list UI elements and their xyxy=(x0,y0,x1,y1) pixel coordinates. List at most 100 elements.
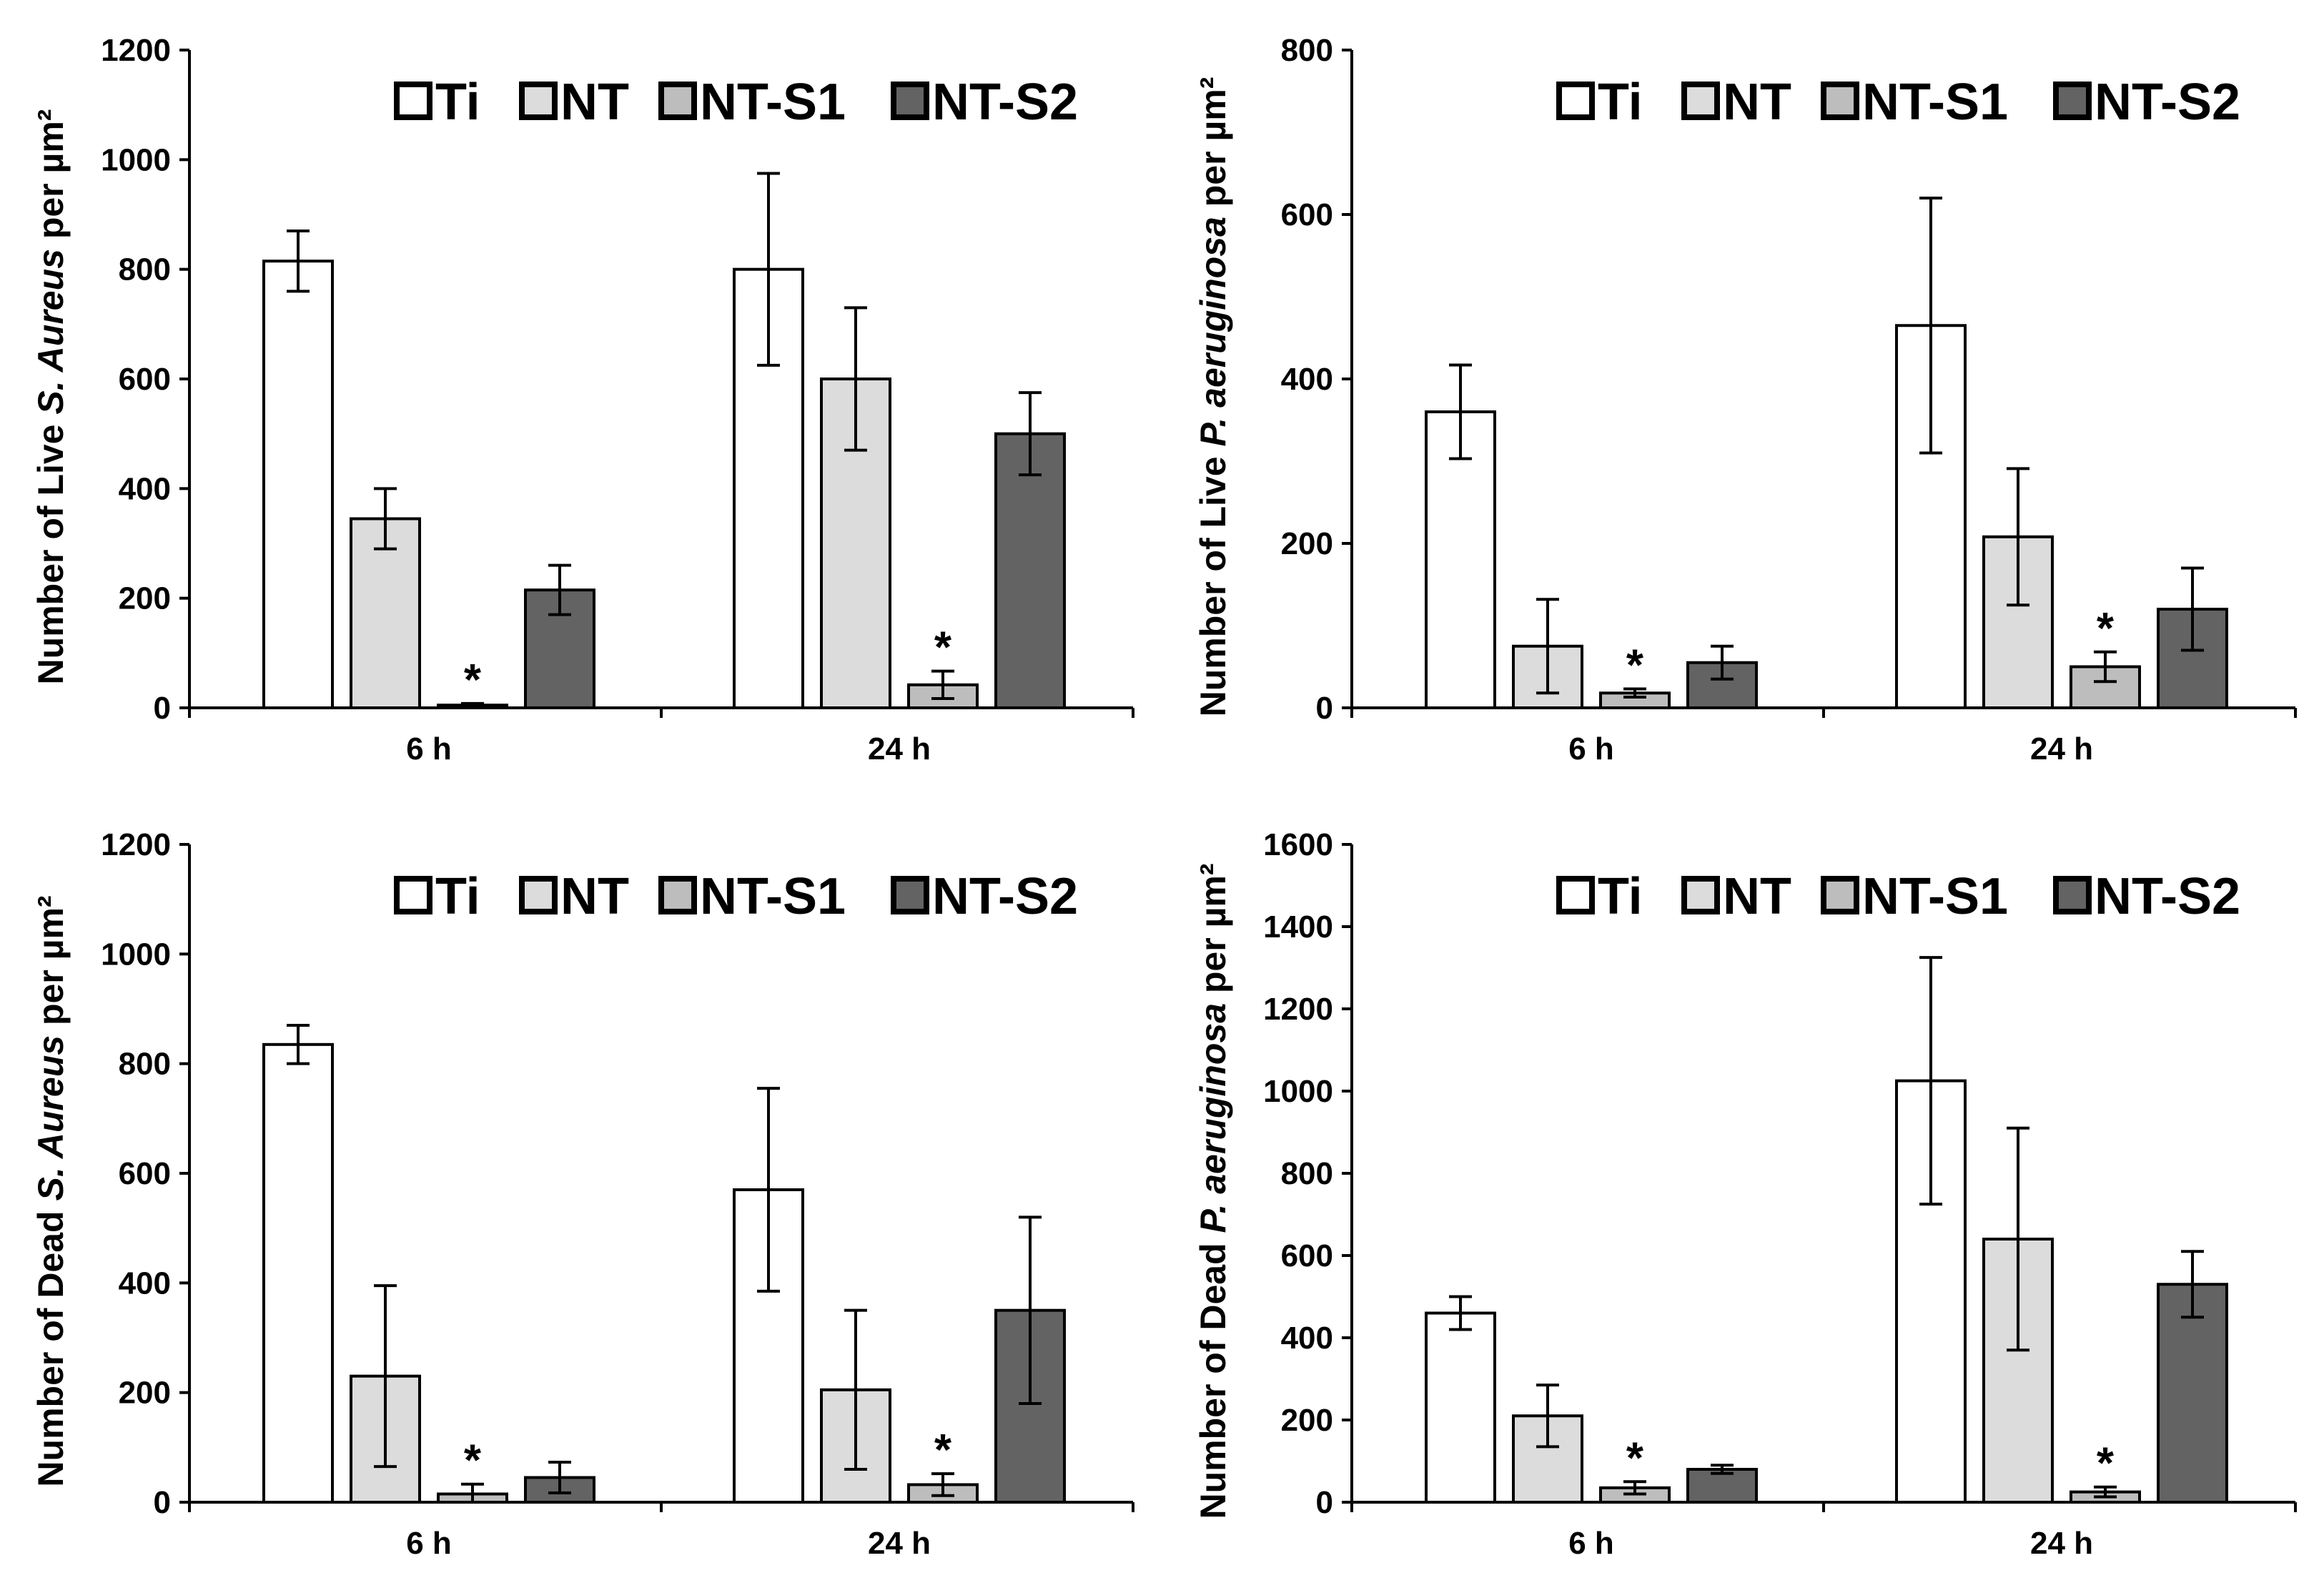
y-tick-label: 400 xyxy=(119,1266,171,1301)
y-tick-label: 800 xyxy=(1281,1156,1333,1191)
y-axis-label: Number of Dead S. Aureus per µm² xyxy=(31,895,71,1486)
significance-asterisk: * xyxy=(464,656,482,705)
y-tick-label: 0 xyxy=(1316,1485,1333,1520)
chart-svg: 0 200 400 600 800 1000 1200 6 h 24 h Number of Li… xyxy=(31,33,1134,766)
y-label-suffix: per µm² xyxy=(31,109,71,250)
y-tick-label: 800 xyxy=(119,1047,171,1082)
x-category-label: 6 h xyxy=(1568,731,1614,766)
y-label-suffix: per µm² xyxy=(1193,77,1233,217)
legend-swatch-nt-s1 xyxy=(658,876,697,914)
y-tick-label: 200 xyxy=(119,581,171,616)
y-axis-label: Number of Live S. Aureus per µm² xyxy=(31,109,71,685)
y-tick-label: 600 xyxy=(119,362,171,397)
y-tick-label: 0 xyxy=(154,1485,171,1520)
legend-swatch-ti xyxy=(1556,876,1595,914)
legend-swatch-nt xyxy=(1681,82,1720,120)
legend-swatch-nt-s2 xyxy=(2053,82,2092,120)
legend-label: Ti xyxy=(435,868,480,925)
chart-live-p-aeruginosa: 0 200 400 600 800 6 h 24 h Number of Live P. ae… xyxy=(1162,0,2324,794)
y-tick-label: 200 xyxy=(119,1376,171,1411)
x-category-label: 24 h xyxy=(2030,731,2093,766)
legend-label: NT xyxy=(560,74,629,131)
legend-swatch-ti xyxy=(1556,82,1595,120)
significance-asterisk: * xyxy=(2097,604,2115,654)
legend-swatch-nt-s1 xyxy=(1821,82,1859,120)
y-tick-label: 600 xyxy=(1281,1238,1333,1273)
chart-dead-p-aeruginosa: 0 200 400 600 800 1000 1200 1400 1600 6 h 24 h Numb… xyxy=(1162,794,2324,1588)
x-category-label: 24 h xyxy=(868,731,931,766)
y-tick-label: 1200 xyxy=(101,827,171,862)
legend-label: NT-S2 xyxy=(2095,868,2240,925)
y-tick-label: 1200 xyxy=(101,33,171,68)
y-tick-label: 1000 xyxy=(101,142,171,177)
legend-swatch-nt-s1 xyxy=(1821,876,1859,914)
x-category-label: 24 h xyxy=(868,1526,931,1561)
y-label-prefix: Number of Dead xyxy=(1193,1233,1233,1519)
y-tick-label: 0 xyxy=(154,691,171,726)
significance-asterisk: * xyxy=(1626,641,1644,691)
y-tick-label: 1200 xyxy=(1263,992,1333,1027)
y-label-prefix: Number of Dead xyxy=(31,1201,71,1487)
y-tick-label: 800 xyxy=(119,252,171,287)
bar-nt-s2 xyxy=(2157,1283,2228,1504)
y-label-prefix: Number of Live xyxy=(1193,447,1233,717)
legend-swatch-nt xyxy=(519,82,558,120)
significance-asterisk: * xyxy=(934,623,952,673)
legend-label: NT-S1 xyxy=(1862,868,2008,925)
chart-dead-s-aureus: 0 200 400 600 800 1000 1200 6 h 24 h Number of De… xyxy=(0,794,1162,1588)
x-category-label: 6 h xyxy=(1568,1526,1614,1561)
x-category-label: 24 h xyxy=(2030,1526,2093,1561)
y-label-prefix: Number of Live xyxy=(31,415,71,685)
legend-label: NT-S1 xyxy=(700,74,846,131)
legend-label: NT xyxy=(560,868,629,925)
x-category-label: 6 h xyxy=(406,731,452,766)
y-tick-label: 1000 xyxy=(101,937,171,972)
chart-svg: 0 200 400 600 800 1000 1200 6 h 24 h Number of De… xyxy=(31,827,1134,1561)
y-tick-label: 1600 xyxy=(1263,827,1333,862)
y-tick-label: 600 xyxy=(119,1156,171,1191)
y-axis-label: Number of Live P. aeruginosa per µm² xyxy=(1193,77,1233,717)
chart-svg: 0 200 400 600 800 1000 1200 1400 1600 6 h 24 h Numb… xyxy=(1193,827,2297,1561)
legend-label: NT-S2 xyxy=(2095,74,2240,131)
legend-label: Ti xyxy=(1598,74,1643,131)
legend-swatch-nt-s2 xyxy=(891,82,929,120)
y-tick-label: 600 xyxy=(1281,197,1333,232)
x-category-label: 6 h xyxy=(406,1526,452,1561)
legend-swatch-ti xyxy=(394,82,432,120)
significance-asterisk: * xyxy=(464,1436,482,1486)
legend-label: NT-S1 xyxy=(1862,74,2008,131)
y-label-species: S. Aureus xyxy=(31,249,71,415)
significance-asterisk: * xyxy=(934,1426,952,1475)
significance-asterisk: * xyxy=(1626,1434,1644,1483)
legend-swatch-nt-s2 xyxy=(2053,876,2092,914)
chart-svg: 0 200 400 600 800 6 h 24 h Number of Live P. ae… xyxy=(1193,33,2297,766)
y-tick-label: 400 xyxy=(119,471,171,506)
y-label-species: P. aeruginosa xyxy=(1193,217,1233,446)
significance-asterisk: * xyxy=(2097,1439,2115,1489)
y-tick-label: 1400 xyxy=(1263,909,1333,945)
y-axis-label: Number of Dead P. aeruginosa per µm² xyxy=(1193,863,1233,1519)
legend-swatch-ti xyxy=(394,876,432,914)
legend-label: NT-S2 xyxy=(932,74,1078,131)
y-label-suffix: per µm² xyxy=(1193,863,1233,1003)
chart-live-s-aureus: 0 200 400 600 800 1000 1200 6 h 24 h Number of Li… xyxy=(0,0,1162,794)
legend-label: NT-S1 xyxy=(700,868,846,925)
y-tick-label: 400 xyxy=(1281,362,1333,397)
bar-ti xyxy=(1425,410,1496,709)
y-label-suffix: per µm² xyxy=(31,895,71,1035)
bar-nt-s2 xyxy=(524,588,595,710)
bar-ti xyxy=(1425,1311,1496,1504)
legend-swatch-nt-s1 xyxy=(658,82,697,120)
legend-label: NT xyxy=(1723,74,1791,131)
legend-label: Ti xyxy=(435,74,480,131)
y-tick-label: 1000 xyxy=(1263,1074,1333,1109)
bar-ti xyxy=(262,1042,334,1504)
legend-label: NT xyxy=(1723,868,1791,925)
y-label-species: P. aeruginosa xyxy=(1193,1003,1233,1233)
legend-label: Ti xyxy=(1598,868,1643,925)
legend-swatch-nt xyxy=(519,876,558,914)
legend-swatch-nt-s2 xyxy=(891,876,929,914)
y-tick-label: 800 xyxy=(1281,33,1333,68)
y-label-species: S. Aureus xyxy=(31,1035,71,1201)
y-tick-label: 400 xyxy=(1281,1321,1333,1356)
